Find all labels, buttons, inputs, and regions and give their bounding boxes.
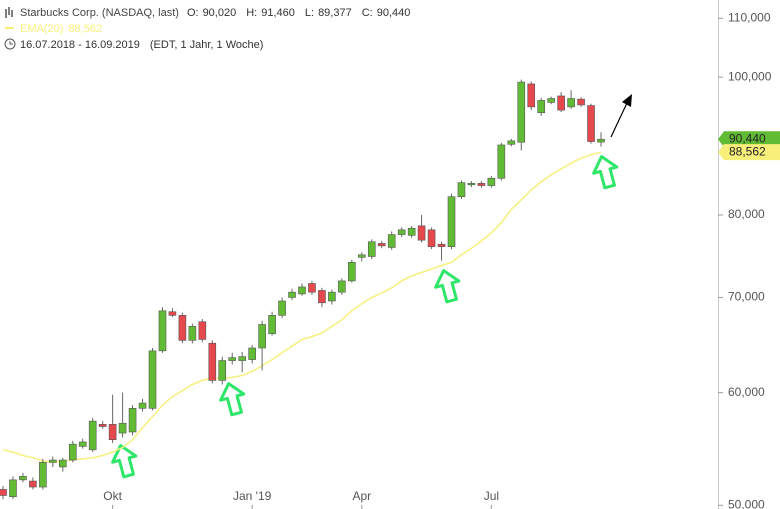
x-tick-label: Apr	[352, 489, 371, 503]
candle-body	[19, 476, 27, 481]
close-marker: 90,440	[729, 131, 766, 145]
quote-value: 90,440	[377, 7, 411, 19]
candle-body	[248, 347, 256, 360]
ema-marker: 88,562	[729, 144, 766, 158]
candle-body	[118, 422, 127, 434]
candle-body	[318, 290, 326, 304]
candle-body	[278, 300, 286, 316]
candle-body	[517, 81, 526, 143]
candle-body	[577, 98, 585, 106]
candle-body	[0, 489, 7, 496]
header-icons	[4, 7, 16, 50]
candle-body	[367, 241, 376, 257]
period-range: 16.07.2018 - 16.09.2019	[20, 39, 140, 51]
green-arrows	[111, 155, 619, 479]
y-tick-label: 110,000	[728, 10, 771, 24]
candle-body	[58, 459, 67, 468]
candle-body	[88, 420, 97, 451]
quote-label: H:	[246, 7, 257, 19]
y-tick-label: 80,000	[728, 207, 765, 221]
candle-body	[168, 311, 177, 316]
x-tick-label: Jan '19	[233, 489, 272, 503]
candle-body	[258, 324, 266, 349]
candle-body	[108, 424, 117, 441]
candle-body	[447, 196, 456, 247]
candle-body	[338, 280, 346, 293]
candle-body	[128, 408, 137, 433]
quote-value: 91,460	[261, 7, 295, 19]
legend-value: 88,562	[68, 23, 102, 35]
candle-body	[557, 95, 565, 111]
candle-body	[228, 357, 237, 361]
candle-body	[49, 459, 57, 463]
candle-body	[497, 144, 506, 179]
y-tick-label: 50,000	[728, 497, 765, 509]
candle-body	[208, 342, 217, 381]
candle-body	[78, 441, 87, 447]
candle-body	[467, 183, 476, 186]
candle-body	[178, 315, 187, 341]
candle-body	[218, 360, 227, 381]
quote-label: C:	[362, 7, 373, 19]
candle-body	[357, 254, 366, 258]
candle-body	[597, 138, 605, 143]
candle-body	[487, 177, 496, 186]
candle-body	[138, 402, 147, 409]
header-line: Starbucks Corp. (NASDAQ, last) O: 90,020 H:…	[20, 7, 410, 19]
ema-marker-box	[718, 144, 780, 161]
x-tick-label: Jul	[484, 489, 499, 503]
candle-body	[537, 100, 546, 114]
candle-body	[387, 234, 396, 248]
candle-body	[348, 261, 356, 282]
candle-body	[507, 140, 516, 145]
candle-body	[437, 243, 446, 247]
chart-title: Starbucks Corp. (NASDAQ, last)	[20, 7, 179, 19]
candle-body	[547, 98, 555, 103]
y-tick-label: 70,000	[728, 290, 765, 304]
candle-body	[198, 321, 207, 340]
candle-body	[238, 356, 246, 361]
candle-body	[527, 83, 536, 108]
candle-body	[268, 315, 276, 335]
quote-label: L:	[305, 7, 314, 19]
candle-body	[427, 229, 436, 247]
legend: EMA(20) 88,562	[20, 23, 102, 35]
quote-label: O:	[187, 7, 199, 19]
candle-body	[158, 310, 167, 352]
quote-value: 89,377	[318, 7, 352, 19]
y-tick-label: 100,000	[728, 69, 772, 83]
candle-body	[407, 227, 416, 236]
y-axis: 50,000 60,000 70,000 80,000 100,000 110,000	[718, 10, 772, 509]
candle-body	[377, 243, 386, 247]
ema-line	[2, 151, 602, 464]
candle-body	[288, 291, 296, 298]
candle-body	[477, 183, 486, 186]
candle-body	[9, 479, 17, 497]
legend-name: EMA(20)	[20, 23, 63, 35]
candle-body	[298, 286, 306, 295]
period-info: (EDT, 1 Jahr, 1 Woche)	[150, 39, 264, 51]
candle-body	[98, 424, 107, 427]
candle-body	[397, 229, 406, 235]
candle-body	[29, 480, 37, 488]
candle-body	[417, 225, 426, 241]
candle-body	[457, 182, 466, 198]
candle-body	[188, 326, 197, 341]
black-arrow	[610, 94, 632, 138]
candle-body	[567, 98, 575, 108]
candle-body	[68, 443, 77, 461]
period: 16.07.2018 - 16.09.2019 (EDT, 1 Jahr, 1 W…	[20, 39, 263, 51]
y-tick-label: 60,000	[728, 385, 765, 399]
candle-body	[587, 105, 595, 142]
candle-body	[148, 350, 157, 409]
candle-body	[39, 462, 47, 488]
x-tick-label: Okt	[103, 489, 122, 503]
candle-body	[328, 291, 336, 302]
quote-value: 90,020	[203, 7, 237, 19]
close-marker-box	[718, 131, 780, 148]
candle-body	[308, 283, 316, 293]
